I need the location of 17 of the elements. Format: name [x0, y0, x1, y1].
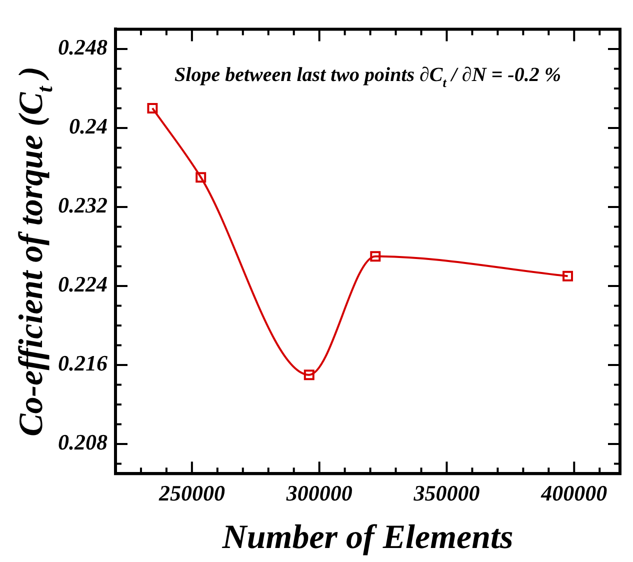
- x-tick-label: 400000: [540, 480, 608, 506]
- point: [304, 370, 314, 380]
- y-tick-label: 0.24: [69, 114, 108, 139]
- point: [370, 251, 381, 262]
- y-tick-label: 0.248: [58, 34, 108, 60]
- y-tick-label: 0.208: [58, 430, 108, 455]
- x-tick-label: 350000: [412, 480, 480, 506]
- point: [562, 270, 574, 282]
- x-tick-label: 300000: [285, 480, 352, 506]
- y-axis-title: Co-efficient of torque (Ct ): [13, 66, 58, 436]
- y-tick-label: 0.232: [58, 192, 108, 218]
- y-tick-label: 0.216: [58, 350, 108, 376]
- y-tick-label: 0.224: [58, 272, 108, 297]
- point: [196, 172, 206, 183]
- point: [147, 102, 158, 114]
- x-tick-label: 250000: [158, 480, 225, 506]
- x-axis-title: Number of Elements: [221, 519, 514, 556]
